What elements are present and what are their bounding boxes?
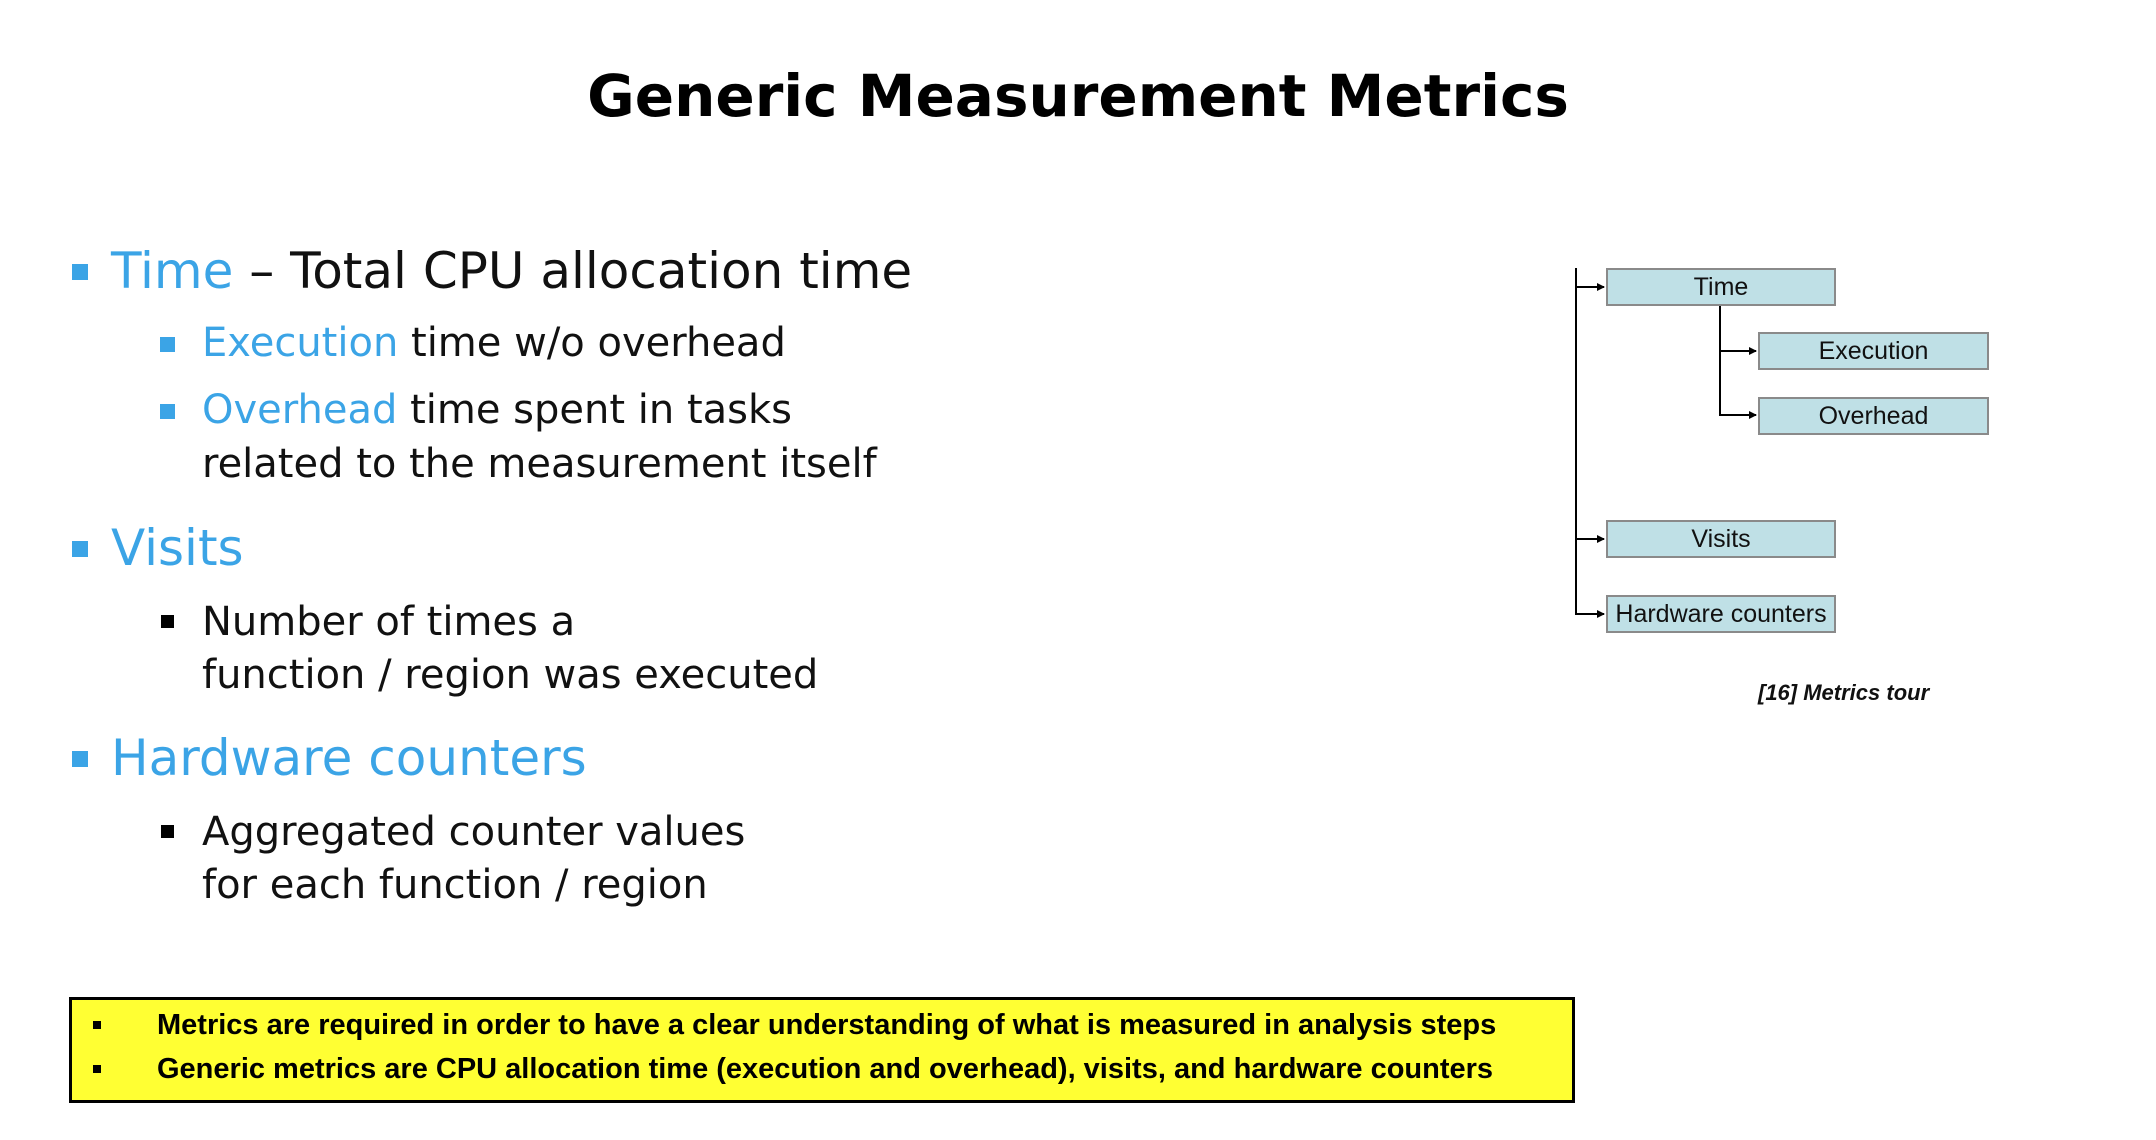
bullet-marker xyxy=(72,751,88,767)
summary-bullet-marker xyxy=(93,1021,101,1029)
overhead-description: time spent in tasks xyxy=(397,387,792,433)
time-term: Time xyxy=(111,242,234,300)
diagram-box-overhead: Overhead xyxy=(1758,397,1989,435)
time-description: – Total CPU allocation time xyxy=(233,242,913,300)
diagram-box-visits: Visits xyxy=(1606,520,1836,558)
overhead-term: Overhead xyxy=(202,387,398,433)
diagram-box-time: Time xyxy=(1606,268,1836,306)
summary-text: Metrics are required in order to have a … xyxy=(157,1009,1497,1041)
diagram-box-hardware-counters: Hardware counters xyxy=(1606,595,1836,633)
bullet-visits: Visits xyxy=(111,519,244,577)
bullet-hardware-counters: Hardware counters xyxy=(111,729,587,787)
sub-bullet-marker xyxy=(161,825,174,838)
execution-term: Execution xyxy=(202,320,399,366)
overhead-description-continued: related to the measurement itself xyxy=(202,441,877,487)
sub-bullet-marker xyxy=(160,337,175,352)
bullet-marker xyxy=(72,541,88,557)
execution-description: time w/o overhead xyxy=(398,320,786,366)
diagram-box-execution: Execution xyxy=(1758,332,1989,370)
visits-description-continued: function / region was executed xyxy=(202,652,819,698)
hardware-description: Aggregated counter values xyxy=(202,809,746,855)
sub-bullet-marker xyxy=(160,404,175,419)
page-title: Generic Measurement Metrics xyxy=(587,62,1569,130)
diagram-caption: [16] Metrics tour xyxy=(1758,680,1930,705)
bullet-time: Time – Total CPU allocation time xyxy=(111,242,912,300)
bullet-marker xyxy=(72,264,88,280)
bullet-overhead: Overhead time spent in tasks xyxy=(202,387,792,433)
summary-box: Metrics are required in order to have a … xyxy=(69,997,1575,1103)
summary-text: Generic metrics are CPU allocation time … xyxy=(157,1053,1494,1085)
visits-description: Number of times a xyxy=(202,599,576,645)
bullet-execution: Execution time w/o overhead xyxy=(202,320,786,366)
hardware-description-continued: for each function / region xyxy=(202,862,708,908)
summary-bullet-marker xyxy=(93,1065,101,1073)
sub-bullet-marker xyxy=(161,615,174,628)
